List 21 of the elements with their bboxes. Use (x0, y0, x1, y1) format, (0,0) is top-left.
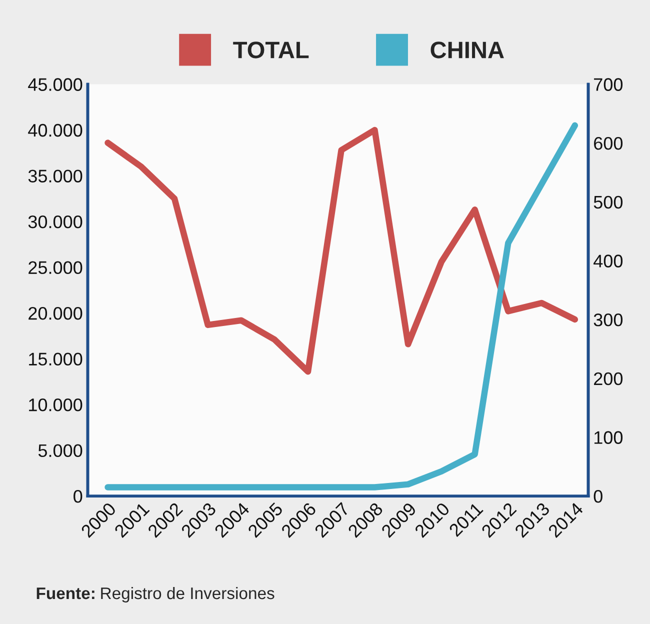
y-tick-label: 45.000 (28, 78, 82, 91)
y-tick-label: 20.000 (28, 306, 82, 320)
y-tick-label: 5.000 (38, 444, 82, 458)
y2-tick-label: 500 (594, 196, 623, 209)
y-tick-label: 30.000 (28, 215, 82, 228)
y-tick-label: 10.000 (29, 398, 82, 412)
legend-label: TOTAL (233, 42, 309, 58)
y2-tick-label: 300 (594, 314, 623, 326)
y2-tick-label: 600 (594, 137, 623, 150)
y2-tick-label: 100 (594, 431, 623, 444)
y2-tick-label: 200 (594, 372, 623, 386)
y2-tick-label: 0 (594, 490, 602, 503)
y-tick-label: 35.000 (28, 170, 82, 182)
y-tick-label: 25.000 (28, 261, 82, 274)
y2-tick-label: 400 (594, 254, 623, 268)
y-tick-label: 15.000 (29, 352, 82, 366)
y-tick-label: 40.000 (28, 124, 82, 137)
y-tick-label: 0 (74, 490, 82, 503)
legend-label: CHINA (430, 42, 504, 58)
y2-tick-label: 700 (594, 78, 623, 91)
source-note: Fuente: Registro de Inversiones (36, 586, 274, 602)
